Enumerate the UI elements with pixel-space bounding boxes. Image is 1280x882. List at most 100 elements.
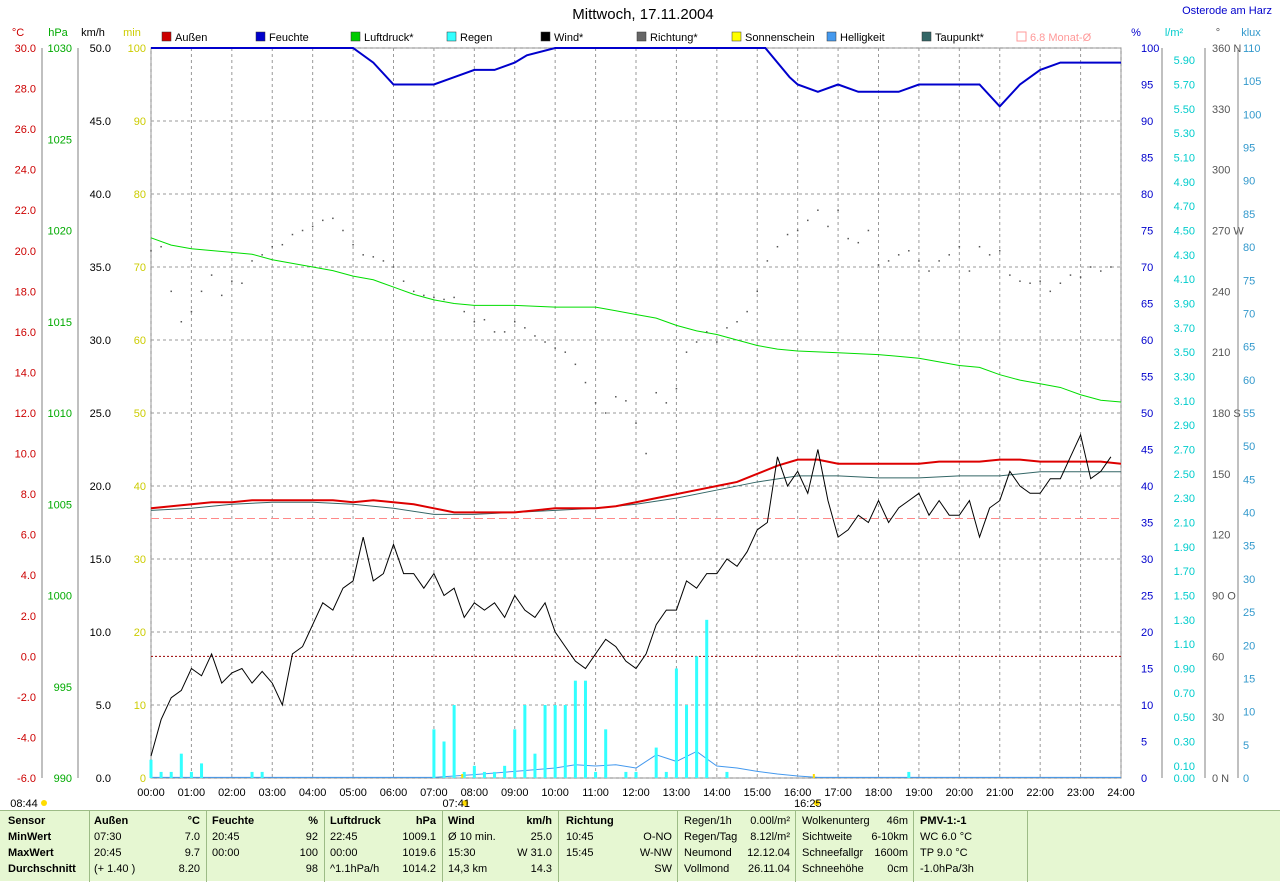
humidity-tick-label: 35 — [1141, 518, 1153, 530]
stats-wolken: Wolkenunterg 46m Sichtweite 6-10km Schneef… — [802, 813, 908, 877]
x-tick-label: 19:00 — [905, 787, 933, 799]
direction-point — [392, 266, 395, 268]
direction-point — [564, 351, 567, 353]
rain-bar — [179, 753, 183, 778]
aussen-trend: (+ 1.40 ) — [94, 863, 136, 875]
rain-bar — [674, 668, 678, 778]
dewpoint-line — [150, 471, 1121, 515]
x-tick-label: 14:00 — [703, 787, 731, 799]
direction-point — [493, 331, 496, 333]
direction-point — [897, 254, 900, 256]
rain-bar — [260, 771, 264, 778]
direction-unit-label: ° — [1216, 27, 1220, 39]
rain-tick-label: 0.90 — [1174, 664, 1195, 676]
stats-min-label: MinWert — [8, 831, 52, 843]
feuchte-max-time: 00:00 — [212, 847, 240, 859]
direction-point — [1029, 282, 1031, 284]
regen-1h-label: Regen/1h — [684, 815, 732, 827]
rain-tick-label: 0.70 — [1174, 688, 1195, 700]
axis-ticks: 30.0 28.0 26.0 24.0 22.0 20.0 18.0 16.0 14.0 12.0… — [15, 43, 1262, 785]
rain-bar — [523, 705, 527, 778]
regen-tag-label: Regen/Tag — [684, 831, 738, 843]
x-tick-label: 10:00 — [541, 787, 569, 799]
direction-point — [1019, 280, 1021, 282]
pressure-tick-label: 1010 — [48, 408, 72, 420]
vollmond-value: 26.11.04 — [747, 863, 790, 875]
richtung-min-time: 10:45 — [566, 831, 594, 843]
rain-bar — [159, 771, 163, 778]
wind-line — [150, 433, 1112, 757]
x-tick-label: 03:00 — [258, 787, 286, 799]
direction-point — [433, 296, 435, 299]
direction-point — [796, 229, 799, 232]
direction-point — [453, 296, 455, 299]
direction-point — [988, 254, 991, 256]
rain-tick-label: 4.50 — [1174, 226, 1195, 238]
humidity-tick-label: 50 — [1141, 408, 1153, 420]
sunshine-tick-label: 30 — [134, 554, 146, 566]
rain-tick-label: 1.10 — [1174, 639, 1195, 651]
sunshine-tick-label: 10 — [134, 700, 146, 712]
stats-max-label: MaxWert — [8, 847, 54, 859]
wind-unit-label: km/h — [81, 27, 105, 39]
wind-unit: km/h — [526, 815, 552, 827]
x-tick-label: 07:00 — [420, 787, 448, 799]
direction-tick-label: 60 — [1212, 651, 1224, 663]
lux-tick-label: 100 — [1243, 109, 1261, 121]
rain-tick-label: 5.50 — [1174, 104, 1195, 116]
lux-tick-label: 90 — [1243, 176, 1255, 188]
sunshine-tick-label: 20 — [134, 627, 146, 639]
temp-tick-label: 12.0 — [15, 408, 36, 420]
direction-point — [726, 327, 728, 329]
rain-tick-label: 2.30 — [1174, 493, 1195, 505]
stats-sensor-header: Sensor — [8, 815, 46, 827]
x-tick-label: 15:00 — [743, 787, 771, 799]
rain-bar — [442, 741, 446, 778]
x-tick-label: 17:00 — [824, 787, 852, 799]
legend-label: 6.8 Monat-Ø — [1030, 32, 1092, 44]
direction-tick-label: 300 — [1212, 165, 1230, 177]
direction-point — [231, 280, 233, 282]
humidity-tick-label: 65 — [1141, 299, 1153, 311]
rain-bar — [169, 771, 173, 778]
direction-point — [1039, 280, 1041, 282]
direction-point — [948, 254, 950, 256]
direction-point — [574, 363, 577, 366]
direction-point — [857, 241, 860, 244]
direction-point — [1059, 282, 1062, 284]
stats-sensor: Sensor MinWert MaxWert Durchschnitt — [8, 813, 88, 877]
direction-point — [877, 264, 880, 266]
direction-point — [352, 243, 354, 246]
pressure-tick-label: 1030 — [48, 43, 72, 55]
direction-point — [665, 402, 668, 404]
stats-regen: Regen/1h 0.00l/m² Regen/Tag 8.12l/m² Neumo… — [684, 813, 790, 877]
direction-point — [382, 260, 385, 262]
schneehoehe-label: Schneehöhe — [802, 863, 864, 875]
feuchte-unit: % — [308, 815, 318, 827]
direction-point — [271, 245, 273, 248]
direction-point — [412, 290, 415, 293]
direction-point — [918, 260, 920, 262]
sunshine-tick-label: 50 — [134, 408, 146, 420]
direction-point — [908, 250, 910, 252]
wind-tick-label: 45.0 — [90, 116, 111, 128]
direction-point — [756, 290, 758, 293]
rain-bar — [907, 771, 911, 778]
temp-tick-label: 28.0 — [15, 84, 36, 96]
direction-point — [807, 219, 809, 222]
rain-bar — [503, 765, 507, 778]
lux-tick-label: 95 — [1243, 143, 1255, 155]
lux-tick-label: 10 — [1243, 707, 1255, 719]
direction-point — [342, 229, 344, 232]
luftdruck-min-value: 1009.1 — [402, 831, 436, 843]
legend-label: Feuchte — [269, 32, 309, 44]
stats-luftdruck: Luftdruck hPa 22:45 1009.1 00:00 1019.6 ^1.… — [330, 813, 436, 877]
wind-tick-label: 5.0 — [96, 700, 111, 712]
direction-point — [291, 233, 294, 236]
lux-tick-label: 75 — [1243, 275, 1255, 287]
direction-point — [210, 274, 213, 276]
rain-bar — [452, 705, 456, 778]
schneefall-label: Schneefallgr — [802, 847, 864, 859]
sunshine-tick-label: 100 — [128, 43, 146, 55]
x-tick-label: 01:00 — [178, 787, 206, 799]
